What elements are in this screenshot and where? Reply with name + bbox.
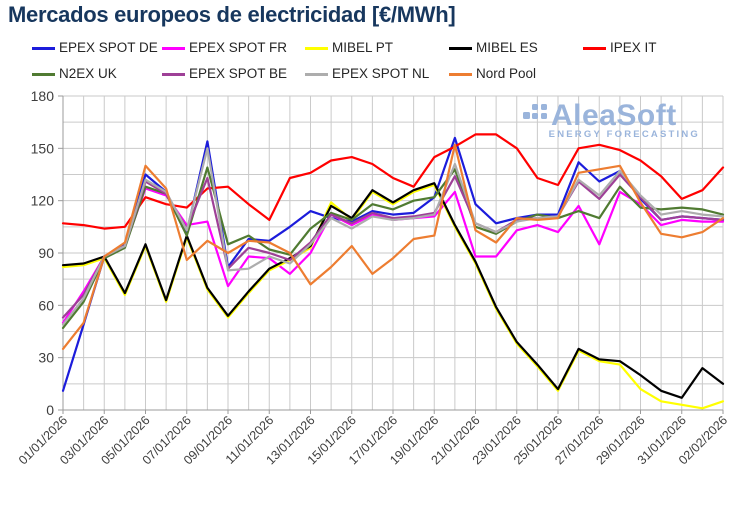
y-tick-label: 150 [31, 140, 55, 156]
legend-item-ipex-it: IPEX IT [583, 40, 657, 56]
legend-label-epex-spot-de: EPEX SPOT DE [59, 40, 158, 55]
y-tick-label: 60 [38, 297, 54, 313]
y-tick-label: 90 [38, 245, 54, 261]
legend-label-n2ex-uk: N2EX UK [59, 66, 117, 81]
chart-title: Mercados europeos de electricidad [€/MWh… [8, 2, 456, 27]
legend-label-ipex-it: IPEX IT [610, 40, 657, 55]
legend-item-epex-spot-fr: EPEX SPOT FR [162, 40, 287, 56]
legend-item-nord-pool: Nord Pool [449, 66, 536, 82]
legend-item-n2ex-uk: N2EX UK [32, 66, 117, 82]
legend-item-epex-spot-be: EPEX SPOT BE [162, 66, 287, 82]
legend-swatch-epex-spot-fr [162, 46, 185, 50]
legend-label-epex-spot-be: EPEX SPOT BE [189, 66, 288, 81]
legend-label-epex-spot-fr: EPEX SPOT FR [189, 40, 288, 55]
series-line-epex-spot-nl [61, 147, 725, 326]
y-tick-label: 120 [31, 193, 55, 209]
y-tick-label: 0 [46, 402, 54, 418]
legend-swatch-ipex-it [583, 46, 606, 50]
legend-item-mibel-es: MIBEL ES [449, 40, 538, 56]
legend-swatch-nord-pool [449, 72, 472, 76]
legend-swatch-epex-spot-nl [305, 72, 328, 76]
series-line-nord-pool [61, 143, 725, 350]
legend-swatch-epex-spot-be [162, 72, 185, 76]
aleasoft-wordmark: AleaSoft [551, 99, 677, 132]
legend-label-mibel-pt: MIBEL PT [332, 40, 394, 55]
x-axis-labels: 01/01/202603/01/202605/01/202607/01/2026… [16, 413, 730, 467]
aleasoft-tagline: ENERGY FORECASTING [549, 129, 700, 140]
legend-item-epex-spot-de: EPEX SPOT DE [32, 40, 158, 56]
series-line-n2ex-uk [61, 166, 725, 330]
legend-item-epex-spot-nl: EPEX SPOT NL [305, 66, 429, 82]
aleasoft-dots-icon [523, 104, 547, 119]
grid-layer [58, 95, 724, 414]
legend-item-mibel-pt: MIBEL PT [305, 40, 393, 56]
legend-label-mibel-es: MIBEL ES [476, 40, 538, 55]
legend-swatch-mibel-pt [305, 46, 328, 50]
legend-swatch-n2ex-uk [32, 72, 55, 76]
series-line-mibel-es [61, 182, 725, 399]
legend-label-epex-spot-nl: EPEX SPOT NL [332, 66, 430, 81]
y-tick-label: 180 [31, 88, 55, 104]
series-layer [61, 133, 725, 410]
y-axis-labels: 0 30 60 90 120 150 180 [31, 88, 55, 418]
y-tick-label: 30 [38, 350, 54, 366]
legend-label-nord-pool: Nord Pool [476, 66, 537, 81]
legend-swatch-mibel-es [449, 46, 472, 50]
legend-swatch-epex-spot-de [32, 46, 55, 50]
